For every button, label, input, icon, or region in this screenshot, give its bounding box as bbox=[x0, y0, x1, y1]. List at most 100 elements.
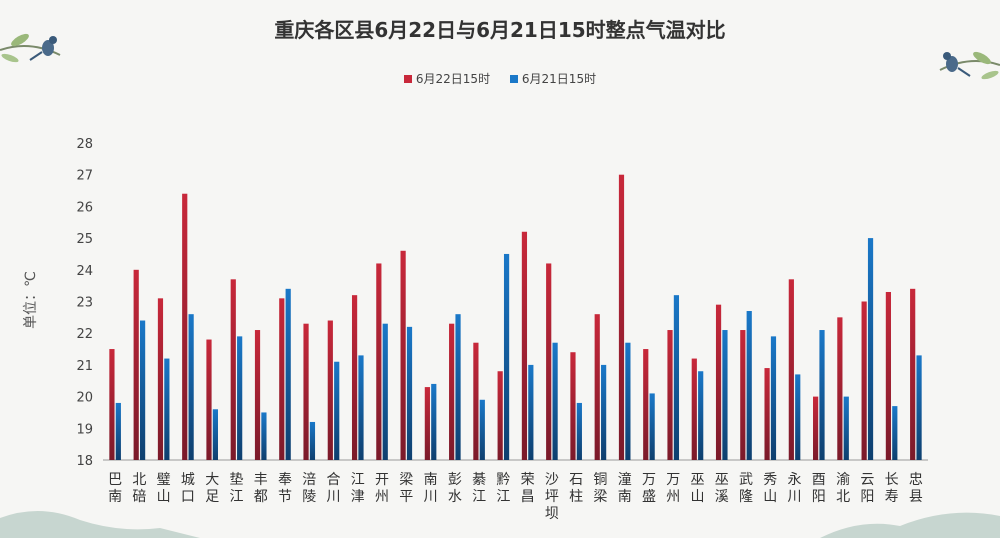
bar-series-2 bbox=[795, 374, 801, 460]
y-tick-label: 26 bbox=[76, 200, 93, 215]
x-tick-label-char: 柱 bbox=[569, 489, 583, 505]
x-tick-label-char: 山 bbox=[690, 489, 704, 505]
x-tick-label-char: 碚 bbox=[132, 489, 146, 505]
x-tick-label-char: 北 bbox=[836, 489, 850, 505]
x-tick-label-char: 梁 bbox=[593, 489, 607, 505]
bar-series-1 bbox=[254, 330, 261, 460]
x-tick-label-char: 彭 bbox=[448, 472, 462, 488]
bar-series-2 bbox=[892, 406, 898, 460]
x-tick-label-char: 石 bbox=[569, 472, 583, 488]
x-tick-label-char: 川 bbox=[424, 489, 438, 505]
bar-series-1 bbox=[546, 263, 552, 460]
legend-swatch-series-1 bbox=[403, 74, 412, 83]
y-tick-label: 23 bbox=[76, 296, 93, 311]
bar-series-2 bbox=[770, 336, 777, 460]
x-tick-label-char: 云 bbox=[860, 472, 874, 488]
bar-series-1 bbox=[327, 320, 333, 460]
bar-series-1 bbox=[813, 396, 819, 460]
bar-series-2 bbox=[212, 409, 218, 460]
x-tick-label-char: 开 bbox=[375, 472, 389, 488]
x-tick-label-char: 巫 bbox=[715, 472, 729, 488]
bird-branch-decoration-left bbox=[0, 33, 61, 63]
bar-series-2 bbox=[115, 402, 121, 460]
x-tick-label-char: 隆 bbox=[739, 489, 753, 505]
bar-series-1 bbox=[861, 301, 867, 460]
bar-series-1 bbox=[206, 339, 212, 460]
y-tick-label: 22 bbox=[76, 327, 93, 342]
bar-series-2 bbox=[552, 342, 558, 460]
x-tick-label-char: 南 bbox=[108, 489, 122, 505]
x-tick-label-char: 丰 bbox=[254, 472, 268, 488]
x-tick-label-char: 溪 bbox=[715, 489, 729, 505]
x-tick-label-char: 节 bbox=[278, 489, 292, 505]
x-tick-label-char: 永 bbox=[788, 472, 802, 488]
x-tick-label-char: 陵 bbox=[302, 489, 316, 505]
x-tick-label-char: 盛 bbox=[642, 489, 656, 505]
y-tick-label: 19 bbox=[76, 422, 93, 437]
x-tick-label-char: 平 bbox=[399, 489, 413, 505]
x-tick-label-char: 山 bbox=[763, 489, 777, 505]
mountain-wave-decoration bbox=[0, 510, 1000, 538]
bar-series-2 bbox=[455, 314, 461, 460]
legend-label-series-2: 6月21日15时 bbox=[521, 72, 597, 86]
bar-series-1 bbox=[109, 349, 115, 460]
x-tick-label-char: 昌 bbox=[521, 489, 535, 505]
bar-series-2 bbox=[188, 314, 194, 460]
x-tick-label-char: 沙 bbox=[545, 472, 559, 488]
x-tick-label-char: 黔 bbox=[496, 472, 510, 488]
x-tick-label-char: 都 bbox=[254, 489, 268, 505]
legend-label-series-1: 6月22日15时 bbox=[415, 72, 491, 86]
bar-series-2 bbox=[843, 396, 849, 460]
x-tick-label-char: 垫 bbox=[229, 472, 243, 488]
x-tick-label-char: 铜 bbox=[593, 472, 607, 488]
bar-series-2 bbox=[673, 295, 680, 460]
bar-series-2 bbox=[431, 383, 437, 460]
bar-series-2 bbox=[722, 330, 728, 460]
x-tick-label-char: 坝 bbox=[545, 506, 559, 522]
bar-series-1 bbox=[715, 304, 722, 460]
x-tick-label-char: 梁 bbox=[399, 472, 413, 488]
x-tick-label-char: 阳 bbox=[860, 489, 874, 505]
x-tick-label-char: 荣 bbox=[521, 472, 535, 488]
bar-series-1 bbox=[473, 342, 479, 460]
bar-series-2 bbox=[285, 288, 291, 460]
x-tick-label-char: 山 bbox=[157, 489, 171, 505]
bar-series-1 bbox=[643, 349, 649, 460]
bar-series-2 bbox=[819, 330, 825, 460]
x-tick-label-char: 川 bbox=[327, 489, 341, 505]
x-tick-label-char: 酉 bbox=[812, 472, 826, 488]
bar-series-2 bbox=[503, 253, 510, 460]
bar-series-1 bbox=[691, 358, 697, 460]
bar-series-1 bbox=[837, 317, 843, 460]
bar-series-2 bbox=[309, 421, 316, 460]
bar-series-2 bbox=[164, 358, 170, 460]
x-tick-label-char: 秀 bbox=[763, 472, 777, 488]
bar-series-2 bbox=[916, 355, 922, 460]
bar-series-2 bbox=[867, 238, 874, 460]
y-tick-label: 18 bbox=[76, 454, 93, 469]
x-tick-label-char: 南 bbox=[424, 472, 438, 488]
bar-series-2 bbox=[334, 361, 340, 460]
bar-series-1 bbox=[351, 295, 358, 460]
bar-series-1 bbox=[885, 291, 892, 460]
bar-series-2 bbox=[382, 323, 388, 460]
y-tick-label: 20 bbox=[76, 391, 93, 406]
x-tick-label-char: 江 bbox=[229, 489, 243, 505]
bar-series-1 bbox=[740, 330, 746, 460]
bar-series-2 bbox=[237, 336, 243, 460]
legend-swatch-series-2 bbox=[509, 74, 518, 83]
x-tick-label-char: 忠 bbox=[909, 472, 923, 488]
bar-series-1 bbox=[400, 250, 406, 460]
bar-series-1 bbox=[157, 298, 164, 460]
bar-series-1 bbox=[376, 263, 382, 460]
x-tick-label-char: 大 bbox=[205, 472, 219, 488]
bar-series-1 bbox=[182, 193, 188, 460]
x-tick-label-char: 北 bbox=[132, 472, 146, 488]
bar-series-2 bbox=[746, 311, 752, 460]
x-tick-label-char: 坪 bbox=[545, 489, 559, 505]
bar-series-1 bbox=[910, 288, 916, 460]
bar-series-2 bbox=[576, 402, 582, 460]
bar-series-2 bbox=[528, 364, 534, 460]
bar-series-1 bbox=[303, 323, 309, 460]
